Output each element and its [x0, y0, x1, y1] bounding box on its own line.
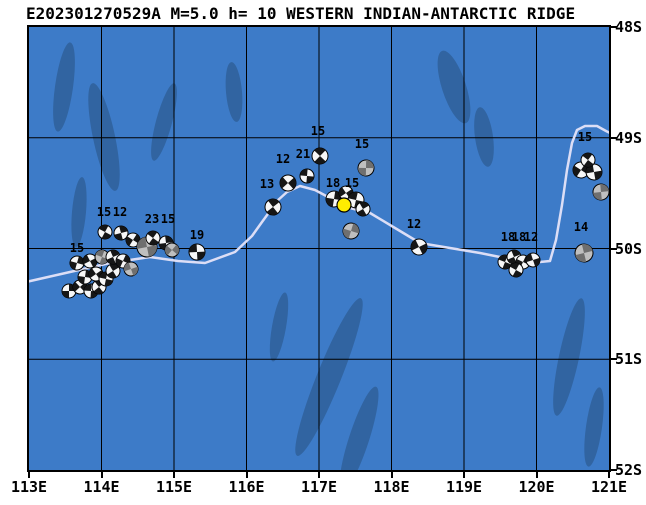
bathymetry-patch [88, 83, 120, 191]
bathymetry-patch [71, 177, 87, 247]
focal-mechanism-beachball[interactable] [592, 183, 609, 201]
focal-mechanism-beachball[interactable] [188, 243, 206, 261]
y-axis-label: 50S [615, 239, 643, 258]
y-axis-tick [611, 469, 617, 471]
x-axis-label: 118E [373, 478, 410, 496]
bathymetry-patch [53, 42, 75, 132]
y-axis-label: 48S [615, 18, 643, 36]
y-axis-label: 52S [615, 461, 643, 479]
event-title: E202301270529A M=5.0 h= 10 WESTERN INDIA… [26, 4, 576, 23]
y-axis-label: 51S [615, 350, 643, 369]
focal-mechanism-beachball[interactable] [123, 230, 142, 249]
y-axis-tick [611, 247, 617, 250]
x-axis-label: 113E [10, 478, 48, 496]
event-depth-label: 15 [97, 205, 111, 219]
x-axis-tick [173, 472, 175, 478]
event-depth-label: 15 [345, 176, 359, 190]
focal-mechanism-beachball[interactable] [93, 248, 111, 266]
focal-mechanism-beachball[interactable] [309, 145, 332, 168]
event-depth-label: 12 [524, 230, 538, 244]
focal-mechanism-beachball[interactable] [96, 223, 115, 242]
focal-mechanism-beachball[interactable] [408, 236, 429, 257]
x-axis-tick [535, 472, 538, 478]
event-depth-label: 14 [574, 220, 588, 234]
bathymetry-patch [225, 62, 243, 122]
x-axis-tick [100, 472, 103, 478]
y-axis-tick [611, 26, 617, 28]
focal-mechanism-beachball[interactable] [353, 199, 372, 218]
y-axis-tick [611, 358, 617, 361]
bathymetry-patch [584, 387, 604, 467]
x-axis-label: 120E [518, 478, 555, 496]
bathymetry-patch [151, 83, 177, 161]
event-depth-label: 15 [578, 130, 592, 144]
y-axis-label: 49S [615, 128, 643, 147]
event-depth-label: 12 [407, 217, 421, 231]
event-depth-label: 15 [161, 212, 175, 226]
x-axis-label: 121E [590, 478, 628, 496]
focal-mechanism-beachball[interactable] [578, 150, 598, 170]
x-axis-tick [28, 472, 30, 478]
x-axis-tick [318, 472, 320, 478]
focal-mechanism-beachball[interactable] [122, 260, 140, 278]
focal-mechanism-beachball[interactable] [299, 168, 315, 184]
event-depth-label: 15 [355, 137, 369, 151]
plate-boundary-line [29, 124, 609, 283]
focal-mechanism-beachball[interactable] [112, 224, 129, 241]
event-depth-label: 18 [326, 176, 340, 190]
x-axis-label: 119E [445, 478, 483, 496]
focal-mechanism-beachball[interactable] [162, 240, 182, 260]
focal-mechanism-beachball[interactable] [357, 159, 375, 177]
x-axis-tick [245, 472, 248, 478]
x-axis-tick [390, 472, 393, 478]
event-depth-label: 12 [276, 152, 290, 166]
x-axis-label: 117E [300, 478, 338, 496]
focal-mechanism-beachball[interactable] [262, 196, 284, 218]
focal-mechanism-beachball[interactable] [81, 252, 100, 271]
focal-mechanism-beachball[interactable] [277, 172, 300, 195]
y-axis-tick [611, 136, 617, 139]
focal-mechanism-beachball[interactable] [61, 283, 77, 299]
bathymetry-patch [269, 292, 289, 362]
focal-mechanism-beachball[interactable] [573, 242, 595, 264]
x-axis-tick [463, 472, 465, 478]
event-depth-label: 18 [512, 230, 526, 244]
highlighted-event-beachball[interactable] [334, 195, 354, 215]
bathymetry-patch [339, 386, 379, 470]
bathymetry-patch [553, 298, 585, 416]
event-depth-label: 13 [260, 177, 274, 191]
event-depth-label: 12 [113, 205, 127, 219]
event-depth-label: 18 [501, 230, 515, 244]
event-depth-label: 15 [311, 124, 325, 138]
bathymetry-patch [474, 107, 494, 167]
x-axis-label: 115E [155, 478, 193, 496]
focal-mechanism-beachball[interactable] [143, 228, 163, 248]
focal-mechanism-beachball[interactable] [341, 221, 361, 241]
map-frame[interactable]: 15 12 23 15 19 15 15 15 12 21 13 18 15 12 18 18 12 14 15 [27, 25, 611, 472]
bathymetry-patch [295, 298, 363, 456]
event-depth-label: 23 [145, 212, 159, 226]
x-axis-label: 116E [228, 478, 265, 496]
x-axis-tick [608, 472, 610, 478]
focal-mechanism-beachball[interactable] [524, 251, 542, 269]
event-depth-label: 15 [70, 241, 84, 255]
focal-mechanism-beachball[interactable] [506, 260, 525, 279]
x-axis-label: 114E [83, 478, 120, 496]
event-depth-label: 19 [190, 228, 204, 242]
focal-mechanism-beachball[interactable] [77, 269, 93, 285]
event-depth-label: 21 [296, 147, 310, 161]
bathymetry-patch [437, 50, 471, 124]
focal-mechanism-beachball[interactable] [103, 261, 122, 280]
